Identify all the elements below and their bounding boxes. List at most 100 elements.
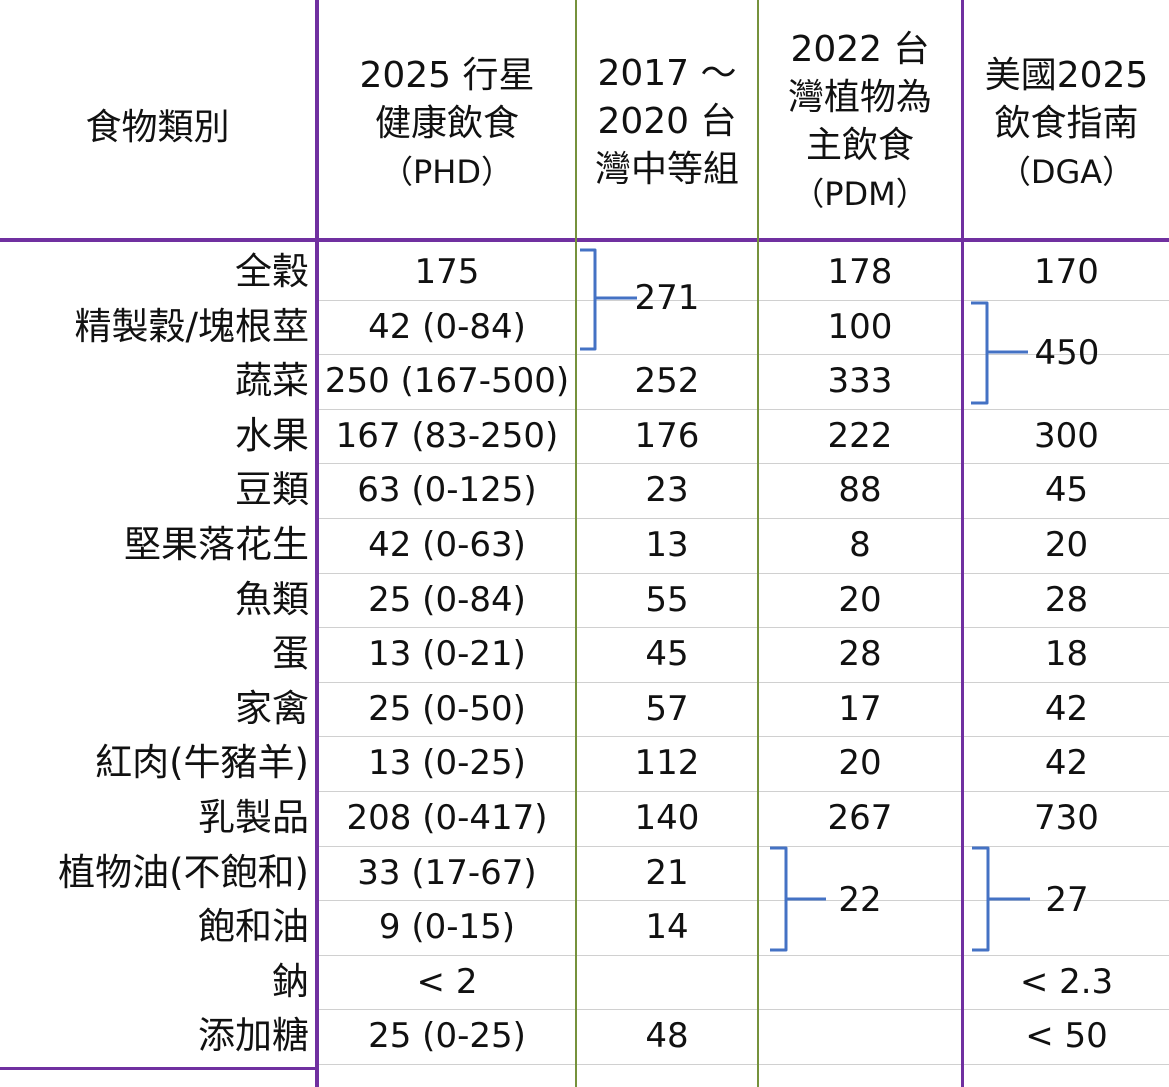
- value-cell-pdm: 178: [827, 252, 893, 292]
- header-line: 飲食指南: [994, 103, 1139, 144]
- value-cell-tw-mid: 23: [645, 470, 689, 510]
- bracket-tw-mid-grains: [580, 248, 637, 351]
- value-cell-dga: 42: [1044, 743, 1089, 783]
- row-line: [319, 1064, 1169, 1065]
- value-cell-phd: 250 (167-500): [324, 361, 570, 401]
- value-cell-phd: 63 (0-125): [357, 470, 537, 510]
- value-cell-dga: 28: [1044, 580, 1089, 620]
- value-cell-dga: 18: [1044, 634, 1089, 674]
- merged-value-dga-grains-veg: 450: [1034, 333, 1100, 373]
- category-cell: 植物油(不飽和): [58, 851, 309, 894]
- value-cell-pdm: 100: [827, 307, 893, 347]
- row-line: [319, 682, 1169, 683]
- category-cell: 紅肉(牛豬羊): [95, 741, 309, 784]
- row-line: [319, 463, 1169, 464]
- value-cell-tw-mid: 14: [645, 907, 689, 947]
- bracket-pdm-oils: [770, 846, 826, 952]
- category-cell: 鈉: [272, 960, 309, 1003]
- value-cell-phd: 42 (0-63): [368, 525, 526, 565]
- row-line: [319, 573, 1169, 574]
- row-line: [319, 955, 1169, 956]
- value-cell-pdm: 222: [827, 416, 893, 456]
- category-cell: 飽和油: [198, 905, 309, 948]
- header-line: 灣中等組: [594, 149, 739, 190]
- header-line: 2017 ～: [597, 53, 737, 94]
- category-cell: 豆類: [235, 468, 309, 511]
- header-pdm: 2022 台 灣植物為 主飲食 （PDM）: [759, 26, 961, 218]
- value-cell-pdm: 20: [838, 580, 882, 620]
- value-cell-phd: 13 (0-21): [368, 634, 526, 674]
- header-line: 2020 台: [597, 101, 737, 142]
- row-line: [319, 409, 1169, 410]
- row-line: [319, 627, 1169, 628]
- value-cell-pdm: 88: [838, 470, 882, 510]
- bracket-dga-grains-veg: [971, 301, 1028, 405]
- value-cell-phd: 167 (83-250): [335, 416, 559, 456]
- merged-value-pdm-oils: 22: [838, 880, 882, 920]
- column-border-phd: [575, 0, 577, 1087]
- header-line: 食物類別: [85, 107, 230, 148]
- value-cell-tw-mid: 45: [645, 634, 689, 674]
- row-line: [319, 900, 1169, 901]
- category-cell: 蛋: [272, 632, 309, 675]
- value-cell-tw-mid: 13: [645, 525, 689, 565]
- header-dga: 美國2025 飲食指南 （DGA）: [964, 52, 1169, 196]
- merged-value-tw-mid-grains: 271: [634, 278, 700, 318]
- value-cell-tw-mid: 55: [645, 580, 689, 620]
- header-line: 美國2025: [984, 55, 1149, 96]
- value-cell-dga: 730: [1034, 798, 1099, 838]
- value-cell-dga: 300: [1034, 416, 1099, 456]
- value-cell-tw-mid: 57: [645, 689, 689, 729]
- value-cell-tw-mid: 176: [634, 416, 700, 456]
- value-cell-pdm: 28: [838, 634, 882, 674]
- value-cell-dga: 45: [1044, 470, 1089, 510]
- category-cell: 精製穀/塊根莖: [74, 305, 309, 348]
- header-line: 2022 台: [790, 29, 930, 70]
- row-line: [319, 354, 1169, 355]
- category-cell: 添加糖: [198, 1014, 309, 1057]
- value-cell-pdm: 8: [849, 525, 871, 565]
- value-cell-tw-mid: 48: [645, 1016, 689, 1056]
- value-cell-dga: < 50: [1025, 1016, 1108, 1056]
- value-cell-tw-mid: 21: [645, 853, 689, 893]
- value-cell-phd: 9 (0-15): [378, 907, 516, 947]
- category-cell: 全穀: [235, 250, 309, 293]
- row-line: [319, 1009, 1169, 1010]
- value-cell-dga: 42: [1044, 689, 1089, 729]
- value-cell-dga: < 2.3: [1019, 962, 1114, 1002]
- value-cell-phd: 208 (0-417): [346, 798, 548, 838]
- header-category: 食物類別: [0, 104, 315, 152]
- category-cell: 魚類: [235, 578, 309, 621]
- row-line: [319, 300, 1169, 301]
- value-cell-dga: 20: [1044, 525, 1089, 565]
- column-border-category: [315, 0, 319, 1087]
- value-cell-phd: 175: [414, 252, 480, 292]
- header-line: （DGA）: [998, 153, 1135, 191]
- column-border-tw-mid: [757, 0, 759, 1087]
- value-cell-pdm: 267: [827, 798, 893, 838]
- header-line: 2025 行星: [359, 55, 535, 96]
- value-cell-tw-mid: 112: [634, 743, 700, 783]
- header-divider: [0, 238, 1169, 242]
- header-line: 灣植物為: [787, 77, 932, 118]
- header-line: 健康飲食: [374, 103, 519, 144]
- value-cell-tw-mid: 140: [634, 798, 700, 838]
- row-line: [319, 846, 1169, 847]
- category-cell: 水果: [235, 414, 309, 457]
- value-cell-phd: 25 (0-84): [368, 580, 526, 620]
- value-cell-phd: < 2: [416, 962, 478, 1002]
- header-line: 主飲食: [805, 125, 914, 166]
- header-phd: 2025 行星 健康飲食 （PHD）: [319, 52, 575, 196]
- bottom-divider: [0, 1067, 318, 1070]
- value-cell-dga: 170: [1034, 252, 1099, 292]
- merged-value-dga-oils: 27: [1045, 880, 1089, 920]
- value-cell-phd: 42 (0-84): [368, 307, 526, 347]
- header-line: （PDM）: [792, 175, 928, 213]
- column-border-pdm: [961, 0, 964, 1087]
- value-cell-pdm: 20: [838, 743, 882, 783]
- value-cell-phd: 13 (0-25): [368, 743, 526, 783]
- category-cell: 家禽: [235, 687, 309, 730]
- header-line: （PHD）: [380, 153, 513, 191]
- bracket-dga-oils: [972, 846, 1030, 952]
- header-tw-mid: 2017 ～ 2020 台 灣中等組: [577, 50, 757, 194]
